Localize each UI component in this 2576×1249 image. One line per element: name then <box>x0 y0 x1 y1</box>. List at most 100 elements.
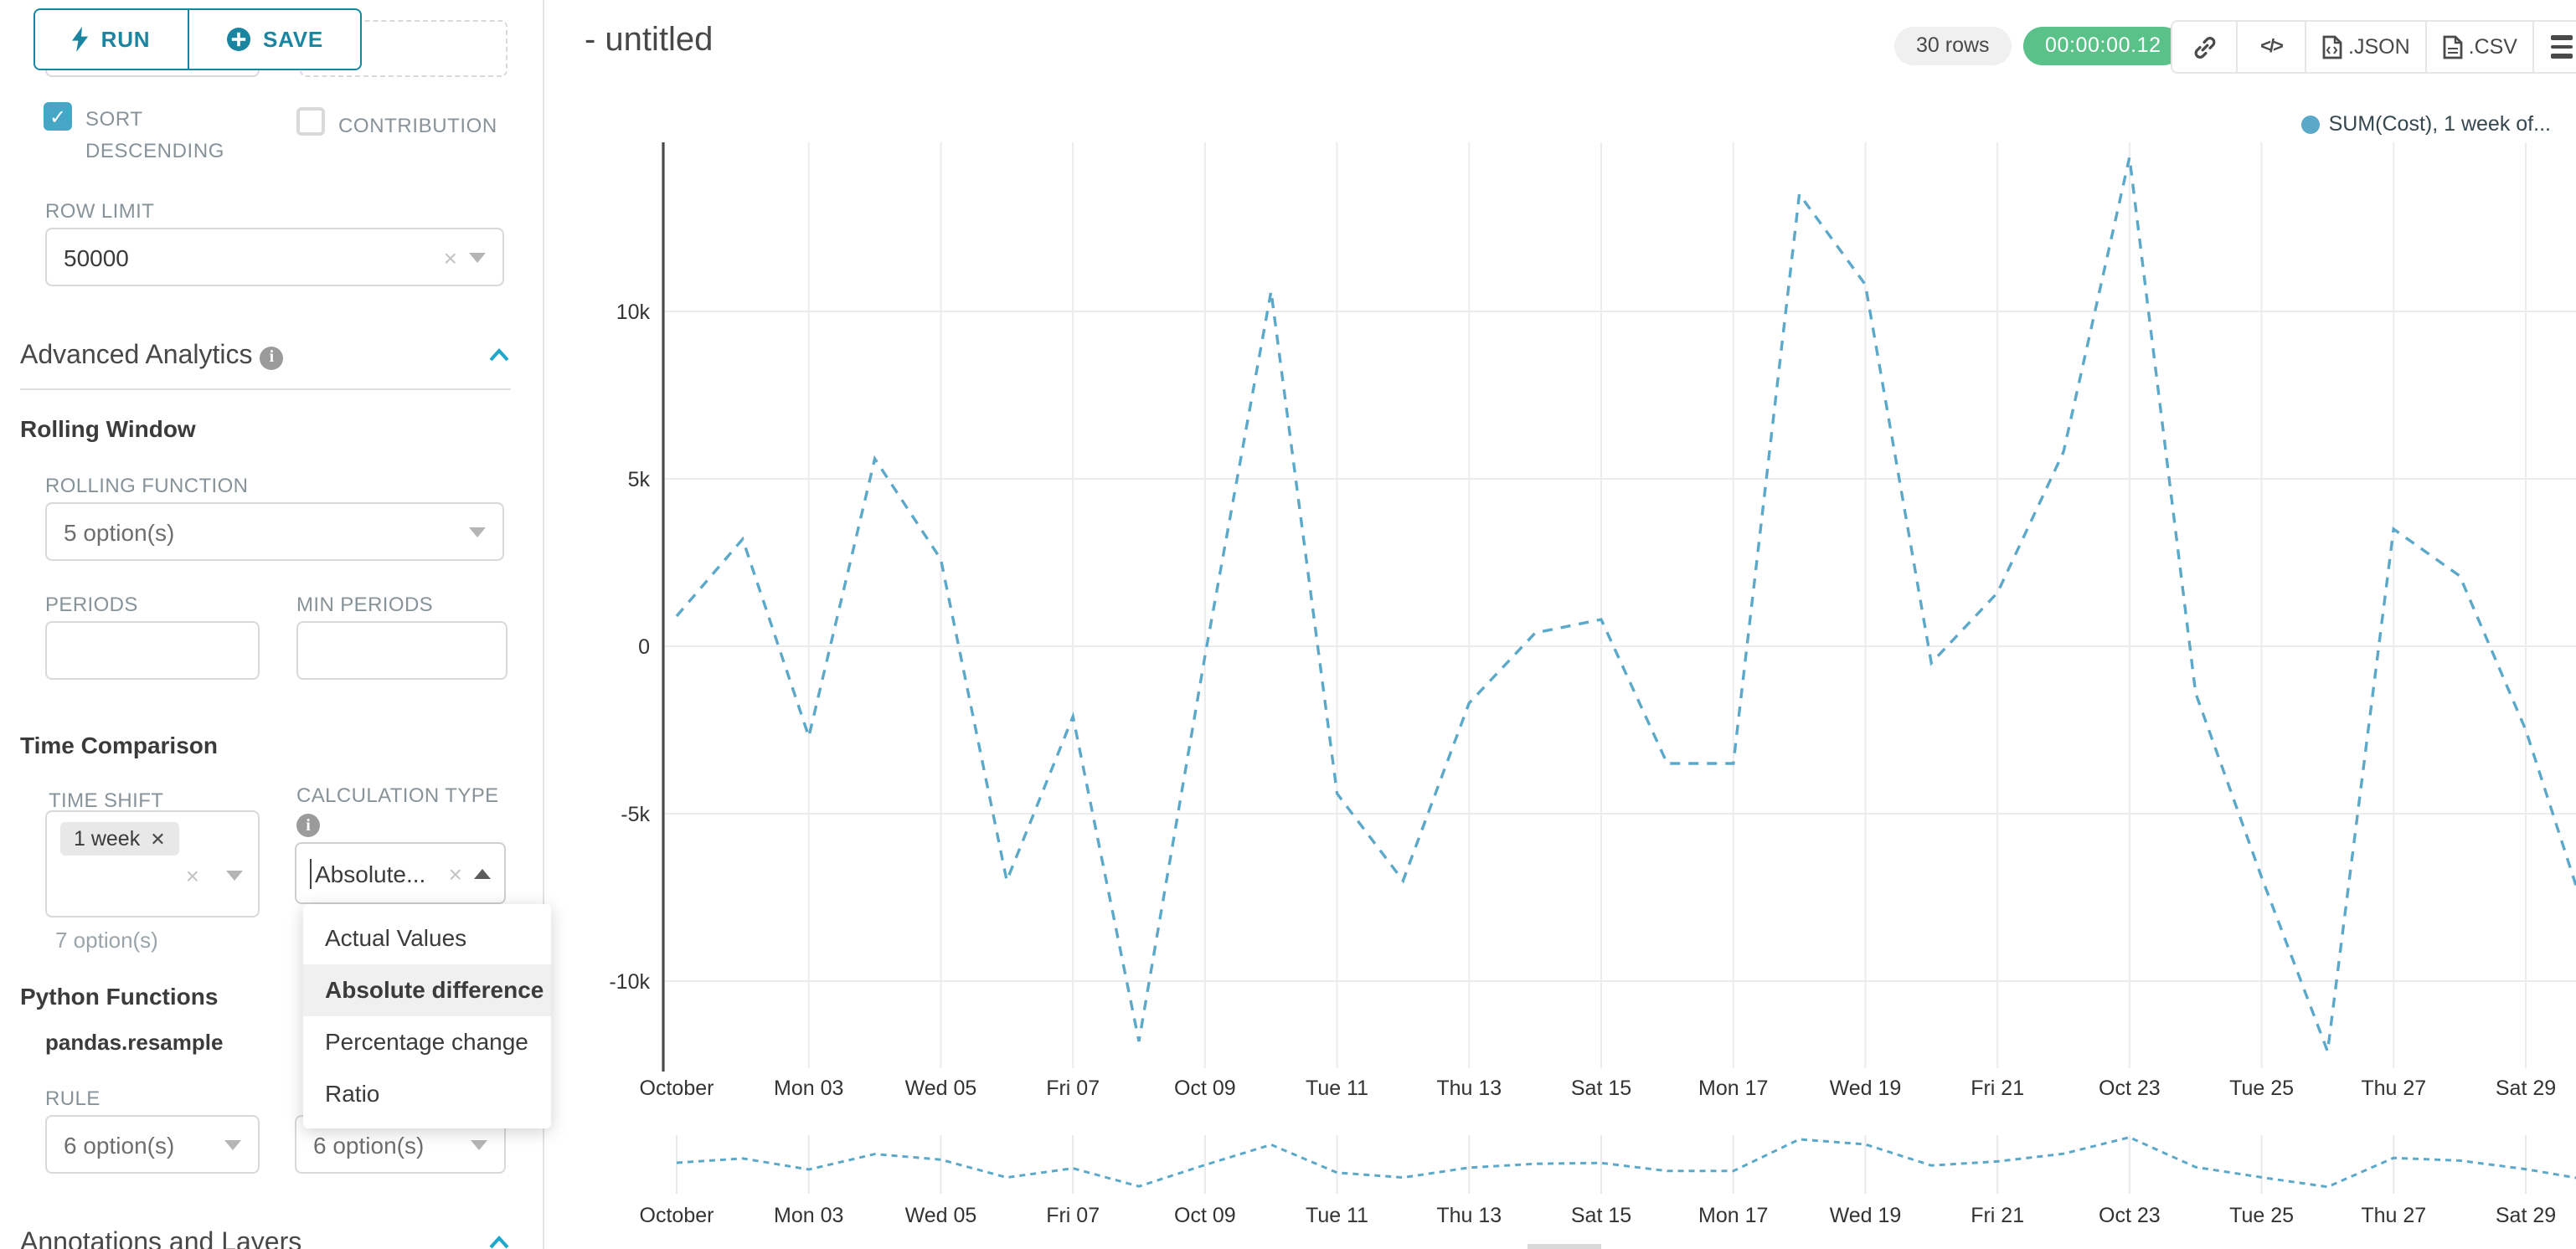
time-shift-tag[interactable]: 1 week ✕ <box>60 822 179 856</box>
x-tick-label: Wed 05 <box>905 1077 977 1100</box>
main-chart[interactable]: 10k 5k 0 -5k -10k October Mon 03 Wed 05 Fri 07 Oc… <box>553 134 2576 1125</box>
min-periods-input[interactable] <box>296 621 507 680</box>
calculation-type-dropdown: Actual Values Absolute difference Percenta… <box>303 904 551 1128</box>
calculation-type-select[interactable]: Absolute... × <box>295 842 506 904</box>
horizontal-scrollbar-thumb[interactable] <box>1528 1244 1601 1249</box>
mini-x-tick-label: Mon 03 <box>774 1204 843 1227</box>
python-functions-title: Python Functions <box>20 983 219 1010</box>
periods-input[interactable] <box>45 621 260 680</box>
rule-select[interactable]: 6 option(s) <box>45 1115 260 1174</box>
lightning-icon <box>72 27 89 52</box>
y-tick-label: 0 <box>638 635 650 659</box>
file-icon <box>2443 34 2463 59</box>
contribution-checkbox[interactable] <box>296 107 325 136</box>
legend-label: SUM(Cost), 1 week of... <box>2328 112 2551 136</box>
code-icon: </> <box>2260 37 2284 57</box>
export-json-button[interactable]: .JSON <box>2305 22 2425 72</box>
rolling-function-select[interactable]: 5 option(s) <box>45 502 504 561</box>
x-tick-label: Mon 17 <box>1698 1077 1768 1100</box>
chevron-down-icon[interactable] <box>226 871 243 881</box>
rolling-window-title: Rolling Window <box>20 415 196 442</box>
export-json-label: .JSON <box>2348 35 2410 59</box>
time-shift-label: TIME SHIFT <box>49 789 164 812</box>
remove-tag-icon[interactable]: ✕ <box>150 830 166 850</box>
chevron-down-icon[interactable] <box>469 252 486 262</box>
x-tick-label: Oct 23 <box>2099 1077 2161 1100</box>
export-toolbar: </> .JSON .CSV <box>2171 20 2576 74</box>
row-limit-label: ROW LIMIT <box>45 199 155 223</box>
clear-icon[interactable]: × <box>185 862 199 889</box>
time-shift-tag-label: 1 week <box>74 827 141 851</box>
pandas-resample-label: pandas.resample <box>45 1030 224 1055</box>
periods-label: PERIODS <box>45 593 138 616</box>
mini-x-tick-label: Mon 17 <box>1698 1204 1768 1227</box>
rolling-function-value: 5 option(s) <box>64 518 175 545</box>
mini-series-line[interactable] <box>676 1136 2576 1189</box>
advanced-analytics-title: Advanced Analytics <box>20 342 253 370</box>
save-button[interactable]: SAVE <box>189 10 360 69</box>
annotations-title[interactable]: Annotations and Layers <box>20 1229 302 1249</box>
clear-icon[interactable]: × <box>443 244 457 270</box>
dropdown-option[interactable]: Percentage change <box>325 1028 528 1055</box>
sort-descending-checkbox[interactable]: ✓ <box>44 102 72 131</box>
x-tick-label: Sat 15 <box>1571 1077 1631 1100</box>
chart-legend[interactable]: SUM(Cost), 1 week of... <box>2301 112 2551 136</box>
run-label: RUN <box>100 27 151 52</box>
rows-badge: 30 rows <box>1894 27 2012 65</box>
dropdown-option[interactable]: Ratio <box>325 1080 380 1107</box>
rule-label: RULE <box>45 1087 100 1110</box>
export-csv-label: .CSV <box>2468 35 2517 59</box>
clear-icon[interactable]: × <box>448 860 462 887</box>
dropdown-option[interactable]: Actual Values <box>325 924 467 951</box>
save-label: SAVE <box>262 27 324 52</box>
mini-x-tick-label: Oct 09 <box>1174 1204 1236 1227</box>
rolling-function-label: ROLLING FUNCTION <box>45 474 249 497</box>
collapse-chevron-icon[interactable] <box>489 1236 509 1249</box>
collapse-chevron-icon[interactable] <box>489 348 509 362</box>
view-query-button[interactable]: </> <box>2236 22 2305 72</box>
chart-menu-button[interactable] <box>2532 22 2576 72</box>
mini-x-tick-label: Wed 19 <box>1830 1204 1902 1227</box>
chevron-down-icon[interactable] <box>469 527 486 537</box>
row-limit-value: 50000 <box>64 244 129 270</box>
section-divider <box>20 388 511 390</box>
chart-title[interactable]: - untitled <box>585 22 714 59</box>
mini-x-tick-label: Oct 23 <box>2099 1204 2161 1227</box>
run-save-button-group: RUN SAVE <box>33 8 362 70</box>
mini-x-tick-label: Wed 05 <box>905 1204 977 1227</box>
time-shift-helper: 7 option(s) <box>55 928 158 953</box>
contribution-label: CONTRIBUTION <box>338 114 497 137</box>
copy-link-button[interactable] <box>2172 22 2236 72</box>
x-tick-label: Wed 19 <box>1830 1077 1902 1100</box>
mini-x-tick-label: Sat 29 <box>2496 1204 2556 1227</box>
sort-descending-label: SORT DESCENDING <box>85 107 225 162</box>
control-panel: 7 option(s) RUN SAVE ✓ SORT DESCENDING C… <box>0 0 544 1249</box>
info-icon[interactable]: i <box>296 814 320 837</box>
chevron-up-icon[interactable] <box>474 868 491 878</box>
file-code-icon <box>2322 34 2342 59</box>
mini-x-tick-label: Fri 07 <box>1046 1204 1100 1227</box>
row-limit-select[interactable]: 50000 × <box>45 228 504 286</box>
info-icon[interactable]: i <box>260 346 284 369</box>
series-line[interactable] <box>675 157 2576 1052</box>
y-tick-label: -5k <box>621 803 650 826</box>
export-csv-button[interactable]: .CSV <box>2424 22 2532 72</box>
x-tick-label: Fri 21 <box>1971 1077 2024 1100</box>
advanced-analytics-header[interactable]: Advanced Analytics i <box>20 342 284 372</box>
y-tick-label: 10k <box>616 301 651 324</box>
time-shift-select[interactable]: 1 week ✕ × <box>45 810 260 917</box>
mini-x-tick-label: Thu 27 <box>2361 1204 2426 1227</box>
x-tick-label: Mon 03 <box>774 1077 843 1100</box>
dropdown-option[interactable]: Absolute difference <box>303 964 551 1016</box>
run-button[interactable]: RUN <box>35 10 189 69</box>
mini-x-tick-label: Sat 15 <box>1571 1204 1631 1227</box>
mini-chart[interactable]: October Mon 03 Wed 05 Fri 07 Oct 09 Tue 11 Thu… <box>553 1125 2576 1249</box>
chevron-down-icon[interactable] <box>471 1139 487 1149</box>
min-periods-label: MIN PERIODS <box>296 593 434 616</box>
x-tick-label: Thu 27 <box>2361 1077 2426 1100</box>
calculation-type-label: CALCULATION TYPE <box>296 784 499 807</box>
query-timer-badge: 00:00:00.12 <box>2023 27 2183 65</box>
chevron-down-icon[interactable] <box>224 1139 241 1149</box>
mini-x-tick-label: Tue 11 <box>1306 1204 1368 1227</box>
